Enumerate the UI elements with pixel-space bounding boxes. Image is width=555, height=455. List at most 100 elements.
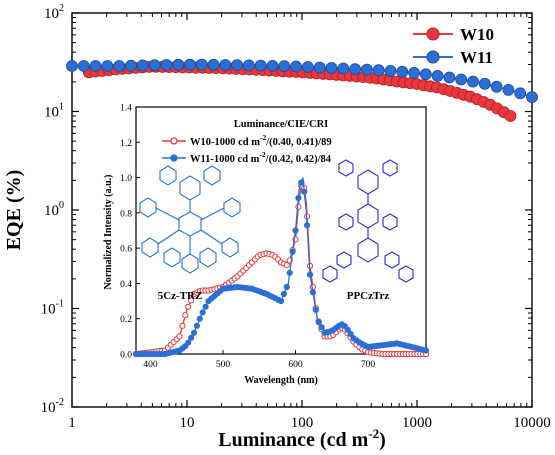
y-tick-label: 100 bbox=[44, 200, 64, 219]
inset-data-point-w11 bbox=[277, 298, 285, 305]
legend-marker-w11 bbox=[426, 50, 440, 64]
main-axes: 1 10 100 1000 10000 10-2 10-1 100 101 102 bbox=[41, 3, 551, 431]
main-y-axis-title: EQE (%) bbox=[3, 170, 25, 251]
inset-data-point-w11 bbox=[309, 289, 316, 296]
inset-data-point-w11 bbox=[185, 339, 192, 346]
inset-data-point-w11 bbox=[298, 179, 305, 186]
inset-data-point-w11 bbox=[312, 306, 319, 313]
inset-x-tick-label: 600 bbox=[288, 360, 303, 370]
y-tick-label: 101 bbox=[44, 102, 64, 121]
inset-data-point-w11 bbox=[344, 326, 351, 333]
inset-legend-label-w11-text: W11-1000 cd m bbox=[190, 154, 260, 165]
data-point-w11 bbox=[125, 59, 137, 72]
data-point-w11 bbox=[290, 60, 303, 73]
x-tick-label: 10 bbox=[180, 415, 195, 431]
x-tick-label: 10000 bbox=[513, 415, 551, 431]
data-point-w11 bbox=[136, 59, 149, 72]
main-x-axis-title-text: Luminance (cd m bbox=[218, 429, 368, 451]
main-series-layer bbox=[66, 58, 538, 122]
inset-data-point-w11 bbox=[289, 248, 296, 255]
inset-legend: W10-1000 cd m-2/(0.40, 0.41)/89 W11-1000… bbox=[162, 133, 332, 165]
inset-data-point-w11 bbox=[347, 330, 354, 337]
inset-data-point-w11 bbox=[199, 309, 206, 316]
inset-y-tick-label: 1.0 bbox=[120, 174, 132, 184]
x-tick-label: 100 bbox=[291, 415, 314, 431]
inset-y-tick-label: 0.0 bbox=[120, 351, 132, 361]
inset-x-tick-label: 500 bbox=[216, 360, 231, 370]
data-point-w11 bbox=[172, 58, 185, 71]
inset-data-point-w11 bbox=[280, 290, 287, 298]
legend-label-w10: W10 bbox=[460, 25, 494, 44]
inset-y-tick-label: 0.6 bbox=[120, 245, 132, 255]
molecule-5cz-trz-structure bbox=[139, 165, 241, 274]
y-tick-label: 10-1 bbox=[41, 299, 64, 318]
inset-data-point-w11 bbox=[315, 318, 322, 325]
data-point-w11 bbox=[419, 68, 432, 81]
inset-title: Luminance/CIE/CRI bbox=[234, 119, 329, 130]
main-x-axis-title-end: ) bbox=[379, 429, 386, 451]
data-point-w11 bbox=[266, 60, 279, 72]
inset-legend-label-w11-sup: -2 bbox=[259, 150, 265, 159]
inset-legend-entry-w11: W11-1000 cd m-2/(0.42, 0.42)/84 bbox=[162, 150, 332, 165]
molecule-ppcztrz-structure bbox=[322, 159, 414, 283]
inset-x-tick-label: 700 bbox=[361, 360, 376, 370]
data-point-w11 bbox=[66, 60, 78, 72]
data-point-w11 bbox=[467, 75, 479, 88]
main-x-axis-title: Luminance (cd m-2) bbox=[218, 426, 386, 451]
inset-x-axis-title: Wavelength (nm) bbox=[244, 375, 318, 386]
inset-legend-label-w11-end: /(0.42, 0.42)/84 bbox=[265, 154, 332, 165]
data-point-w11 bbox=[502, 84, 515, 96]
inset-y-tick-label: 0.4 bbox=[120, 280, 132, 290]
inset-y-tick-label: 1.2 bbox=[120, 139, 132, 149]
data-point-w11 bbox=[526, 91, 538, 103]
data-point-w11 bbox=[113, 60, 126, 72]
data-point-w11 bbox=[101, 60, 114, 72]
inset-data-point-w11 bbox=[190, 329, 198, 336]
data-point-w11 bbox=[242, 59, 255, 72]
data-point-w11 bbox=[77, 60, 90, 72]
inset-chart: 400 500 600 700 0.0 0.2 0.4 0.6 0.8 1.0 1.2 1.4 Lum… bbox=[103, 104, 430, 386]
data-point-w11 bbox=[183, 58, 196, 71]
data-point-w11 bbox=[337, 62, 350, 75]
inset-data-point-w11 bbox=[295, 194, 302, 202]
main-legend: W10 W11 bbox=[413, 25, 494, 67]
inset-legend-marker-w11 bbox=[170, 154, 178, 162]
inset-data-point-w11 bbox=[318, 324, 325, 331]
data-point-w11 bbox=[384, 65, 397, 77]
data-point-w11 bbox=[278, 60, 291, 73]
data-point-w11 bbox=[443, 71, 456, 84]
inset-legend-label-w10-end: /(0.40, 0.41)/89 bbox=[265, 137, 331, 148]
inset-legend-label-w11: W11-1000 cd m-2/(0.42, 0.42)/84 bbox=[190, 150, 332, 165]
data-point-w11 bbox=[301, 61, 314, 73]
data-point-w10 bbox=[504, 110, 517, 122]
inset-y-axis-title: Normalized Intensity (a.u.) bbox=[103, 175, 114, 290]
inset-legend-label-w10: W10-1000 cd m-2/(0.40, 0.41)/89 bbox=[190, 133, 332, 148]
data-point-w11 bbox=[431, 70, 444, 82]
inset-x-tick-label: 400 bbox=[143, 360, 158, 370]
data-point-w11 bbox=[207, 58, 220, 71]
inset-y-tick-label: 0.2 bbox=[120, 315, 132, 325]
legend-marker-w10 bbox=[426, 27, 440, 41]
data-point-w11 bbox=[219, 59, 232, 71]
data-point-w11 bbox=[195, 58, 208, 71]
data-point-w11 bbox=[478, 77, 491, 90]
data-point-w11 bbox=[514, 87, 527, 100]
main-x-axis-title-sup: -2 bbox=[368, 426, 379, 441]
legend-label-w11: W11 bbox=[460, 48, 493, 67]
data-point-w11 bbox=[231, 59, 244, 71]
data-point-w11 bbox=[372, 64, 385, 77]
data-point-w11 bbox=[360, 63, 373, 76]
inset-legend-label-w10-sup: -2 bbox=[260, 133, 266, 142]
y-tick-label: 10-2 bbox=[41, 397, 64, 416]
data-point-w11 bbox=[148, 59, 161, 72]
inset-data-point-w11 bbox=[301, 188, 308, 195]
inset-data-point-w11 bbox=[286, 269, 293, 276]
data-point-w11 bbox=[396, 65, 409, 78]
legend-entry-w11: W11 bbox=[413, 48, 493, 67]
inset-data-point-w10 bbox=[283, 262, 290, 269]
inset-series-layer bbox=[132, 177, 430, 358]
inset-data-point-w11 bbox=[306, 271, 314, 278]
data-point-w11 bbox=[313, 61, 326, 74]
data-point-w11 bbox=[160, 59, 173, 71]
x-tick-label: 1000 bbox=[402, 415, 432, 431]
